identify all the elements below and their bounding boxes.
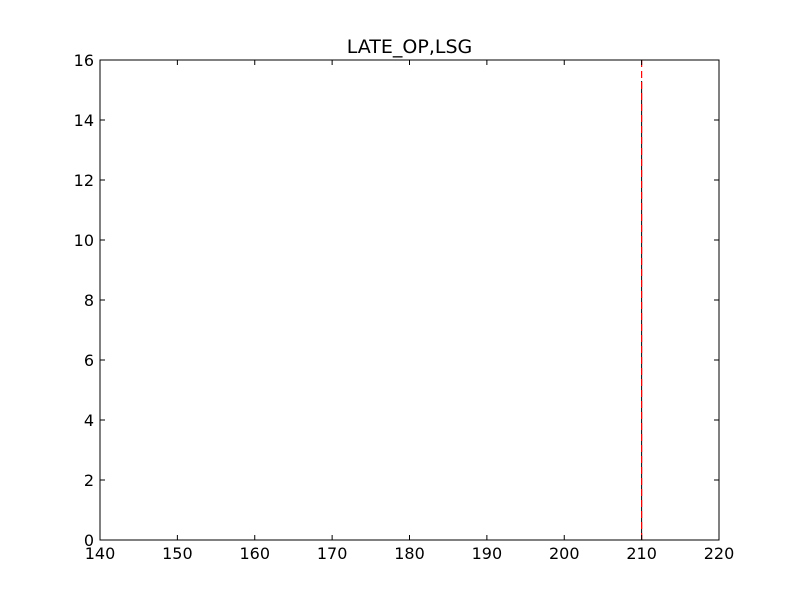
y-tick-label: 8 xyxy=(84,291,94,310)
x-tick-label: 160 xyxy=(239,544,270,563)
y-tick-label: 14 xyxy=(74,111,94,130)
axes-frame xyxy=(99,59,720,541)
axis-tick-labels: 140 150 160 170 180 190 200 210 220 0 2 4 6 8 10 12 14 16 xyxy=(74,51,735,563)
x-tick-label: 150 xyxy=(162,544,193,563)
y-tick-label: 2 xyxy=(84,471,94,490)
chart-title: LATE_OP,LSG xyxy=(347,36,472,58)
plot-area xyxy=(100,60,719,540)
y-tick-label: 0 xyxy=(84,531,94,550)
x-tick-label: 210 xyxy=(626,544,657,563)
y-tick-label: 10 xyxy=(74,231,94,250)
x-tick-label: 200 xyxy=(549,544,580,563)
x-tick-label: 190 xyxy=(472,544,503,563)
x-tick-label: 220 xyxy=(704,544,735,563)
y-tick-label: 6 xyxy=(84,351,94,370)
y-tick-label: 12 xyxy=(74,171,94,190)
y-tick-label: 16 xyxy=(74,51,94,70)
x-tick-label: 170 xyxy=(317,544,348,563)
y-tick-label: 4 xyxy=(84,411,94,430)
x-tick-label: 140 xyxy=(85,544,116,563)
x-tick-label: 180 xyxy=(394,544,425,563)
